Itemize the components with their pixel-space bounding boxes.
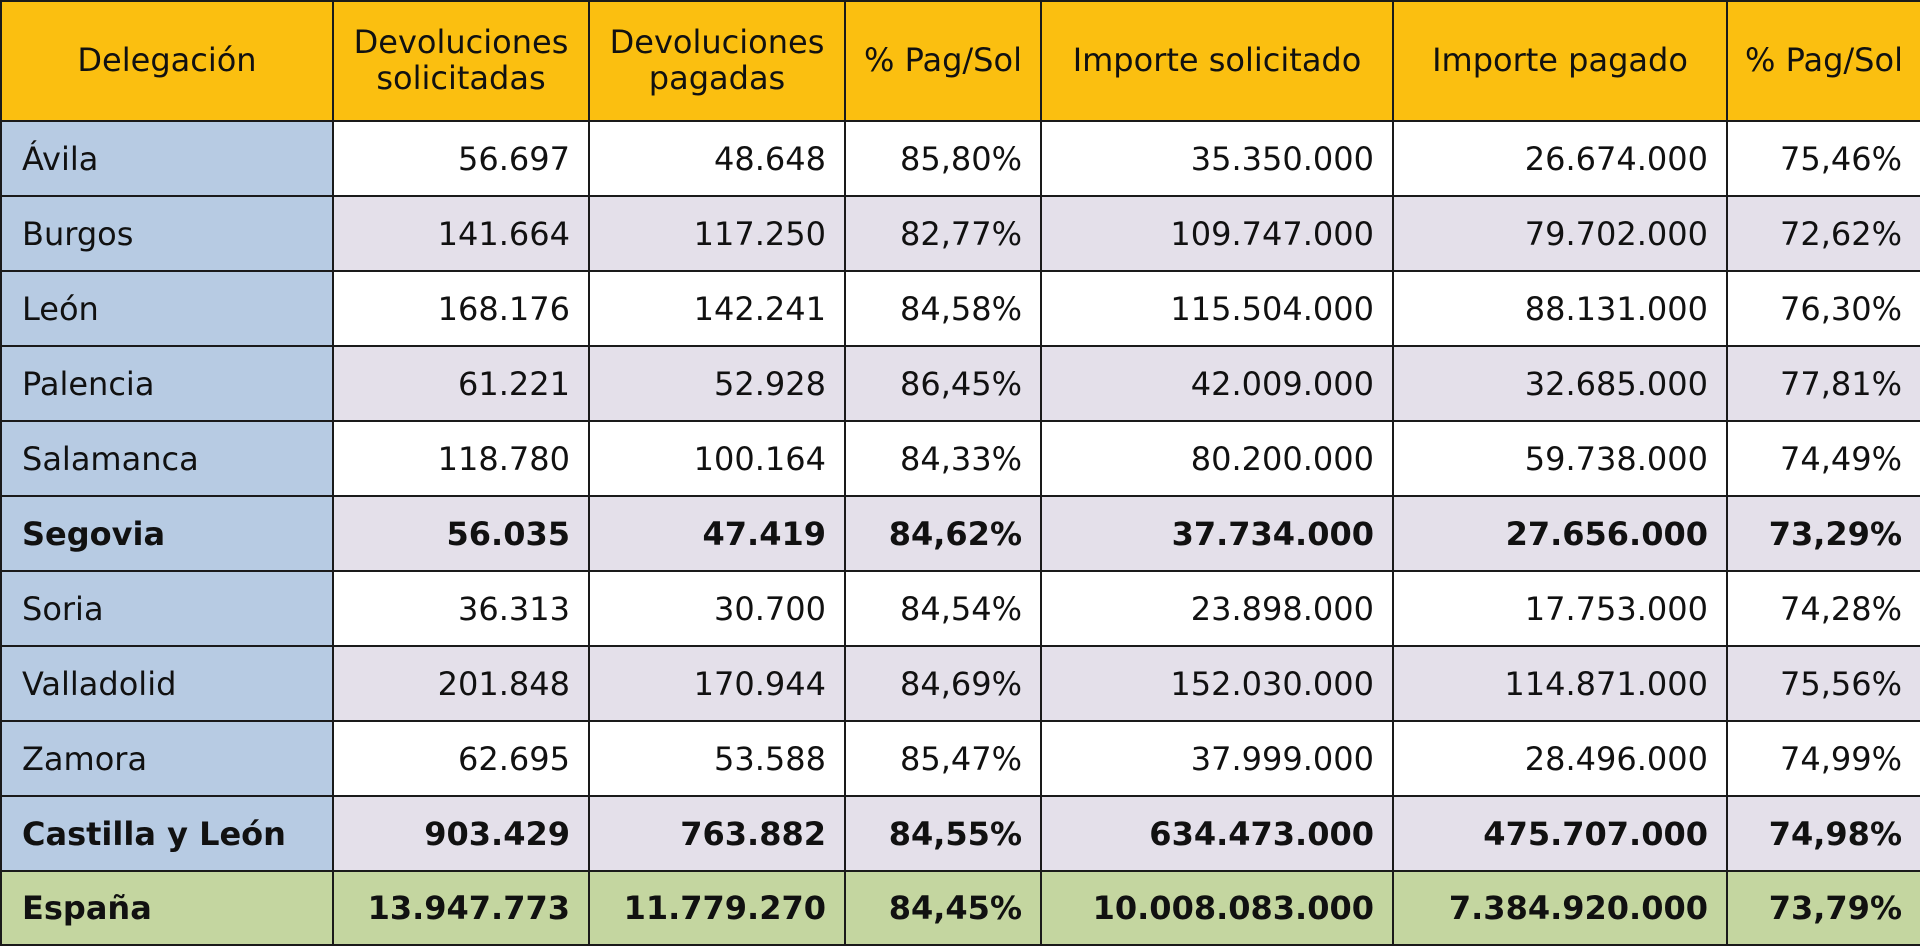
delegacion-name: León bbox=[0, 270, 334, 347]
importe-solicitado-cell: 37.999.000 bbox=[1040, 720, 1394, 797]
pct-importe-cell: 73,29% bbox=[1726, 495, 1920, 572]
devoluciones-solicitadas-cell: 61.221 bbox=[332, 345, 590, 422]
header-importe-pagado: Importe pagado bbox=[1392, 0, 1728, 122]
importe-solicitado-cell: 80.200.000 bbox=[1040, 420, 1394, 497]
header-importe-solicitado: Importe solicitado bbox=[1040, 0, 1394, 122]
delegacion-name: Burgos bbox=[0, 195, 334, 272]
pct-devoluciones-cell: 84,55% bbox=[844, 795, 1042, 872]
devoluciones-pagadas-cell: 117.250 bbox=[588, 195, 846, 272]
header-delegacion: Delegación bbox=[0, 0, 334, 122]
devoluciones-pagadas-cell: 47.419 bbox=[588, 495, 846, 572]
table-row: León 168.176 142.241 84,58% 115.504.000 … bbox=[0, 270, 1920, 347]
pct-importe-cell: 74,49% bbox=[1726, 420, 1920, 497]
importe-solicitado-cell: 115.504.000 bbox=[1040, 270, 1394, 347]
pct-devoluciones-cell: 86,45% bbox=[844, 345, 1042, 422]
devoluciones-solicitadas-cell: 36.313 bbox=[332, 570, 590, 647]
devoluciones-solicitadas-cell: 13.947.773 bbox=[332, 870, 590, 946]
pct-importe-cell: 73,79% bbox=[1726, 870, 1920, 946]
pct-importe-cell: 76,30% bbox=[1726, 270, 1920, 347]
importe-pagado-cell: 17.753.000 bbox=[1392, 570, 1728, 647]
devoluciones-solicitadas-cell: 201.848 bbox=[332, 645, 590, 722]
importe-solicitado-cell: 109.747.000 bbox=[1040, 195, 1394, 272]
delegacion-name: Castilla y León bbox=[0, 795, 334, 872]
header-devoluciones-pagadas: Devoluciones pagadas bbox=[588, 0, 846, 122]
devoluciones-pagadas-cell: 53.588 bbox=[588, 720, 846, 797]
importe-pagado-cell: 114.871.000 bbox=[1392, 645, 1728, 722]
importe-solicitado-cell: 42.009.000 bbox=[1040, 345, 1394, 422]
importe-solicitado-cell: 152.030.000 bbox=[1040, 645, 1394, 722]
devoluciones-pagadas-cell: 170.944 bbox=[588, 645, 846, 722]
pct-importe-cell: 74,28% bbox=[1726, 570, 1920, 647]
importe-pagado-cell: 79.702.000 bbox=[1392, 195, 1728, 272]
pct-devoluciones-cell: 84,45% bbox=[844, 870, 1042, 946]
header-pct-devoluciones: % Pag/Sol bbox=[844, 0, 1042, 122]
importe-pagado-cell: 26.674.000 bbox=[1392, 120, 1728, 197]
devoluciones-solicitadas-cell: 903.429 bbox=[332, 795, 590, 872]
importe-pagado-cell: 59.738.000 bbox=[1392, 420, 1728, 497]
importe-solicitado-cell: 10.008.083.000 bbox=[1040, 870, 1394, 946]
table-row: Zamora 62.695 53.588 85,47% 37.999.000 2… bbox=[0, 720, 1920, 797]
pct-importe-cell: 72,62% bbox=[1726, 195, 1920, 272]
delegacion-name: Segovia bbox=[0, 495, 334, 572]
devoluciones-pagadas-cell: 30.700 bbox=[588, 570, 846, 647]
table-row-total-national: España 13.947.773 11.779.270 84,45% 10.0… bbox=[0, 870, 1920, 946]
importe-pagado-cell: 7.384.920.000 bbox=[1392, 870, 1728, 946]
pct-devoluciones-cell: 84,58% bbox=[844, 270, 1042, 347]
importe-pagado-cell: 27.656.000 bbox=[1392, 495, 1728, 572]
table-row: Soria 36.313 30.700 84,54% 23.898.000 17… bbox=[0, 570, 1920, 647]
pct-devoluciones-cell: 85,80% bbox=[844, 120, 1042, 197]
pct-importe-cell: 74,98% bbox=[1726, 795, 1920, 872]
table-row: Burgos 141.664 117.250 82,77% 109.747.00… bbox=[0, 195, 1920, 272]
table-row: Ávila 56.697 48.648 85,80% 35.350.000 26… bbox=[0, 120, 1920, 197]
table-row: Salamanca 118.780 100.164 84,33% 80.200.… bbox=[0, 420, 1920, 497]
delegacion-name: Zamora bbox=[0, 720, 334, 797]
devoluciones-pagadas-cell: 142.241 bbox=[588, 270, 846, 347]
devoluciones-solicitadas-cell: 141.664 bbox=[332, 195, 590, 272]
header-devoluciones-solicitadas: Devoluciones solicitadas bbox=[332, 0, 590, 122]
pct-importe-cell: 75,46% bbox=[1726, 120, 1920, 197]
table-row-total-region: Castilla y León 903.429 763.882 84,55% 6… bbox=[0, 795, 1920, 872]
table-row: Palencia 61.221 52.928 86,45% 42.009.000… bbox=[0, 345, 1920, 422]
delegacion-name: Salamanca bbox=[0, 420, 334, 497]
devoluciones-solicitadas-cell: 62.695 bbox=[332, 720, 590, 797]
header-pct-importe: % Pag/Sol bbox=[1726, 0, 1920, 122]
devoluciones-pagadas-cell: 100.164 bbox=[588, 420, 846, 497]
pct-devoluciones-cell: 82,77% bbox=[844, 195, 1042, 272]
pct-devoluciones-cell: 84,69% bbox=[844, 645, 1042, 722]
pct-devoluciones-cell: 85,47% bbox=[844, 720, 1042, 797]
pct-devoluciones-cell: 84,33% bbox=[844, 420, 1042, 497]
devoluciones-solicitadas-cell: 56.035 bbox=[332, 495, 590, 572]
devoluciones-solicitadas-cell: 168.176 bbox=[332, 270, 590, 347]
table-row-highlighted: Segovia 56.035 47.419 84,62% 37.734.000 … bbox=[0, 495, 1920, 572]
delegacion-name: España bbox=[0, 870, 334, 946]
devoluciones-pagadas-cell: 52.928 bbox=[588, 345, 846, 422]
importe-pagado-cell: 475.707.000 bbox=[1392, 795, 1728, 872]
delegacion-name: Soria bbox=[0, 570, 334, 647]
delegacion-name: Ávila bbox=[0, 120, 334, 197]
devoluciones-pagadas-cell: 48.648 bbox=[588, 120, 846, 197]
header-row: Delegación Devoluciones solicitadas Devo… bbox=[0, 0, 1920, 122]
devoluciones-pagadas-cell: 763.882 bbox=[588, 795, 846, 872]
pct-importe-cell: 77,81% bbox=[1726, 345, 1920, 422]
importe-pagado-cell: 32.685.000 bbox=[1392, 345, 1728, 422]
devoluciones-pagadas-cell: 11.779.270 bbox=[588, 870, 846, 946]
delegacion-name: Palencia bbox=[0, 345, 334, 422]
pct-devoluciones-cell: 84,62% bbox=[844, 495, 1042, 572]
importe-solicitado-cell: 37.734.000 bbox=[1040, 495, 1394, 572]
importe-solicitado-cell: 35.350.000 bbox=[1040, 120, 1394, 197]
importe-solicitado-cell: 23.898.000 bbox=[1040, 570, 1394, 647]
pct-devoluciones-cell: 84,54% bbox=[844, 570, 1042, 647]
pct-importe-cell: 74,99% bbox=[1726, 720, 1920, 797]
importe-pagado-cell: 28.496.000 bbox=[1392, 720, 1728, 797]
devoluciones-solicitadas-cell: 56.697 bbox=[332, 120, 590, 197]
importe-pagado-cell: 88.131.000 bbox=[1392, 270, 1728, 347]
table-row: Valladolid 201.848 170.944 84,69% 152.03… bbox=[0, 645, 1920, 722]
importe-solicitado-cell: 634.473.000 bbox=[1040, 795, 1394, 872]
delegacion-name: Valladolid bbox=[0, 645, 334, 722]
pct-importe-cell: 75,56% bbox=[1726, 645, 1920, 722]
devoluciones-solicitadas-cell: 118.780 bbox=[332, 420, 590, 497]
